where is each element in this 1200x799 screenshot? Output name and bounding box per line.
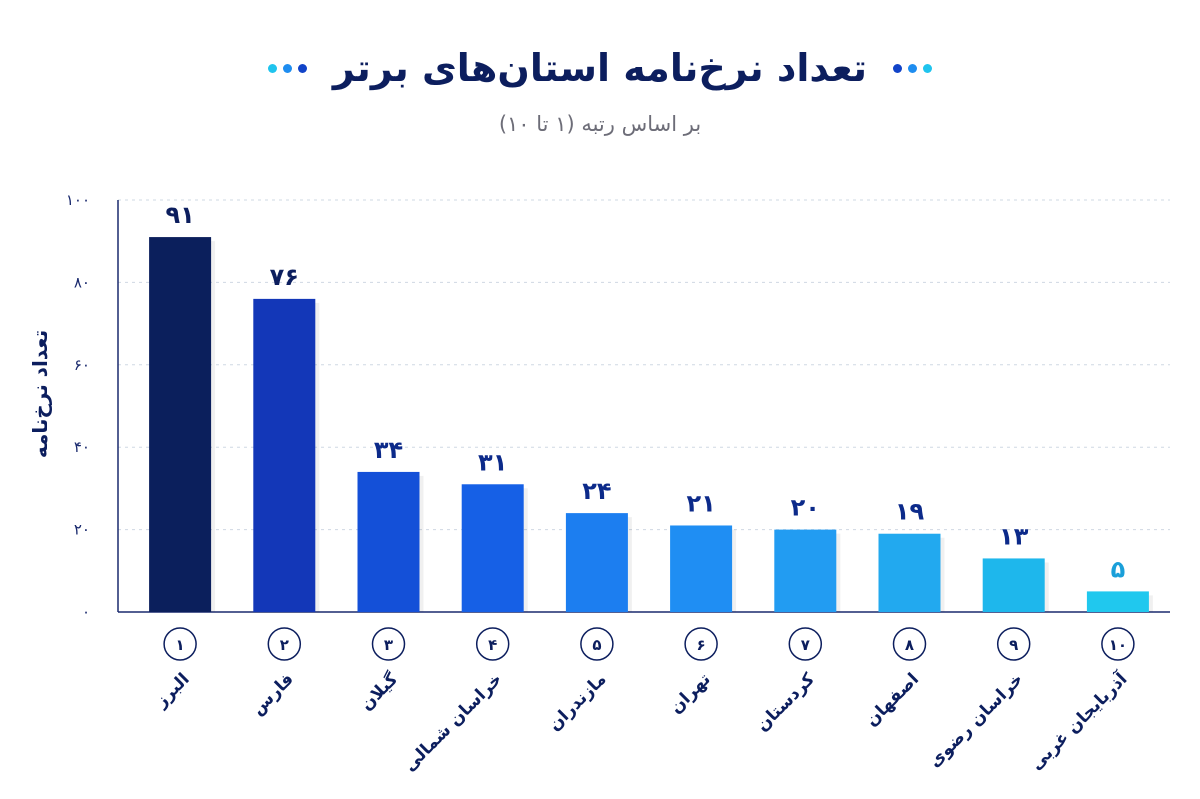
category-label: مازندران bbox=[545, 669, 611, 735]
y-tick-label: ۲۰ bbox=[74, 521, 90, 539]
rank-badge bbox=[475, 627, 510, 661]
title-dot-left bbox=[297, 63, 307, 73]
rank-number: ۱۰ bbox=[1109, 636, 1127, 654]
y-tick-label: ۰ bbox=[82, 603, 90, 621]
rank-number: ۴ bbox=[488, 636, 497, 654]
category-label: فارس bbox=[248, 669, 298, 719]
bar bbox=[253, 298, 316, 612]
bar bbox=[149, 237, 212, 612]
rank-badge bbox=[684, 627, 718, 661]
value-labels: ۹۱ ۷۶ ۳۴ ۳۱ ۲۴ ۲۱ ۲۰ ۱۹ ۱۳ ۵ bbox=[165, 201, 1125, 583]
rank-badge bbox=[892, 627, 927, 661]
category-label: اصفهان bbox=[862, 669, 923, 730]
rank-badge bbox=[371, 627, 406, 661]
chart-subtitle: بر اساس رتبه (۱ تا ۱۰) bbox=[498, 112, 702, 136]
title-dot-right bbox=[908, 63, 918, 73]
rank-badge bbox=[788, 627, 823, 661]
bar-value-label: ۹۱ bbox=[165, 201, 194, 229]
rank-number: ۹ bbox=[1009, 636, 1018, 654]
rank-number: ۶ bbox=[697, 636, 706, 654]
bars bbox=[149, 237, 1153, 612]
bar-value-label: ۲۴ bbox=[582, 477, 611, 505]
rank-number: ۸ bbox=[905, 636, 914, 654]
decorative-dots-right bbox=[893, 63, 933, 73]
y-tick-label: ۸۰ bbox=[74, 273, 90, 291]
bar bbox=[461, 484, 524, 612]
rank-badge bbox=[580, 627, 614, 661]
bar-value-label: ۵ bbox=[1111, 555, 1126, 583]
rank-number: ۷ bbox=[801, 636, 810, 654]
category-label: البرز bbox=[151, 669, 194, 712]
title-row: تعداد نرخ‌نامه استان‌های برتر bbox=[0, 38, 1200, 98]
category-label: خراسان رضوی bbox=[925, 669, 1027, 771]
bar bbox=[565, 513, 628, 612]
y-axis-ticks: ۰ ۲۰ ۴۰ ۶۰ ۸۰ ۱۰۰ bbox=[66, 191, 90, 621]
rank-number: ۳ bbox=[384, 636, 393, 654]
title-dot-left bbox=[282, 63, 292, 73]
title-dot-left bbox=[267, 63, 277, 73]
bar bbox=[878, 533, 941, 612]
category-label: خراسان شمالی bbox=[400, 669, 506, 775]
category-label: تهران bbox=[666, 669, 714, 717]
rank-number: ۱ bbox=[176, 636, 185, 654]
bar bbox=[1086, 591, 1149, 612]
title-dot-right bbox=[893, 63, 903, 73]
bar-value-label: ۲۱ bbox=[686, 489, 715, 517]
rank-number: ۵ bbox=[592, 636, 601, 654]
bar bbox=[982, 558, 1045, 612]
bar-value-label: ۱۳ bbox=[999, 522, 1029, 550]
decorative-dots-left bbox=[267, 63, 307, 73]
category-label: آذربایجان غربی bbox=[1025, 667, 1132, 774]
bar-value-label: ۳۱ bbox=[478, 448, 507, 476]
title-dot-right bbox=[923, 63, 933, 73]
bar bbox=[774, 529, 837, 612]
rank-badge bbox=[1101, 627, 1135, 661]
bar bbox=[670, 525, 733, 612]
bar-value-label: ۷۶ bbox=[270, 263, 299, 291]
rank-number: ۲ bbox=[280, 636, 289, 654]
chart-title: تعداد نرخ‌نامه استان‌های برتر bbox=[332, 46, 868, 90]
x-axis-labels: ۱ البرز ۲ فارس ۳ گیلان ۴ خراسان شمالی ۵ مازندران ۶… bbox=[151, 627, 1135, 776]
y-tick-label: ۶۰ bbox=[74, 356, 90, 374]
y-tick-label: ۱۰۰ bbox=[66, 191, 90, 209]
rank-badge bbox=[267, 627, 302, 661]
rank-badge bbox=[163, 627, 197, 661]
category-label: کردستان bbox=[753, 669, 819, 735]
rank-badge bbox=[996, 627, 1031, 661]
category-label: گیلان bbox=[356, 669, 402, 715]
bar-value-label: ۳۴ bbox=[374, 436, 403, 464]
y-tick-label: ۴۰ bbox=[74, 438, 90, 456]
bar-value-label: ۲۰ bbox=[791, 494, 820, 522]
bar-value-label: ۱۹ bbox=[895, 498, 925, 526]
bar bbox=[357, 471, 420, 612]
